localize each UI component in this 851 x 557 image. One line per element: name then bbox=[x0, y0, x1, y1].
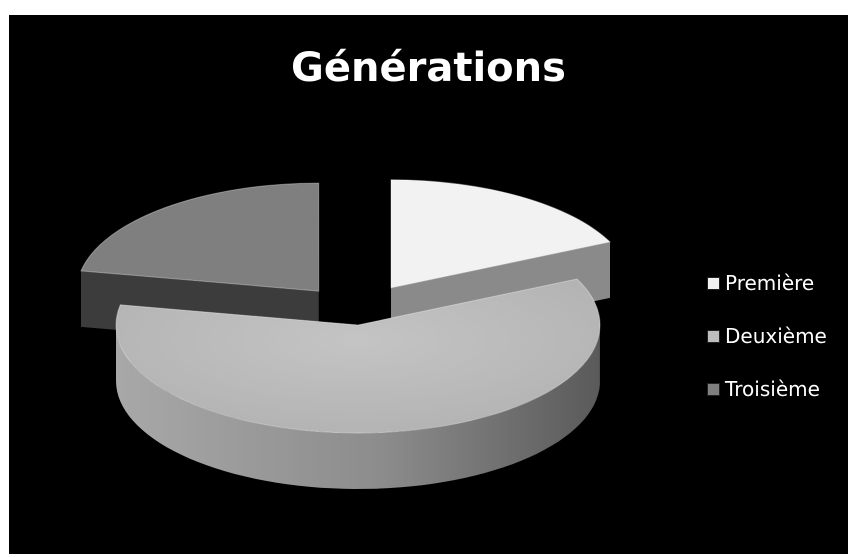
legend-label: Première bbox=[725, 271, 815, 295]
legend: Première Deuxième Troisième bbox=[707, 270, 827, 429]
legend-item-premiere: Première bbox=[707, 270, 827, 296]
pie-slice-top bbox=[115, 278, 601, 434]
pie-slice-top bbox=[390, 179, 612, 289]
legend-item-troisieme: Troisième bbox=[707, 376, 827, 402]
pie-slice-top bbox=[80, 182, 320, 292]
legend-item-deuxieme: Deuxième bbox=[707, 323, 827, 349]
legend-label: Troisième bbox=[725, 377, 820, 401]
legend-swatch bbox=[707, 276, 720, 290]
legend-label: Deuxième bbox=[725, 324, 827, 348]
pie-slice-side bbox=[116, 325, 600, 489]
pie-slice-deuxieme bbox=[115, 278, 601, 489]
pie-chart bbox=[80, 179, 612, 489]
legend-swatch bbox=[707, 329, 720, 343]
chart-area: Générations Première Deuxième Troisième bbox=[9, 15, 848, 554]
chart-title: Générations bbox=[291, 45, 566, 91]
legend-swatch bbox=[707, 382, 720, 396]
